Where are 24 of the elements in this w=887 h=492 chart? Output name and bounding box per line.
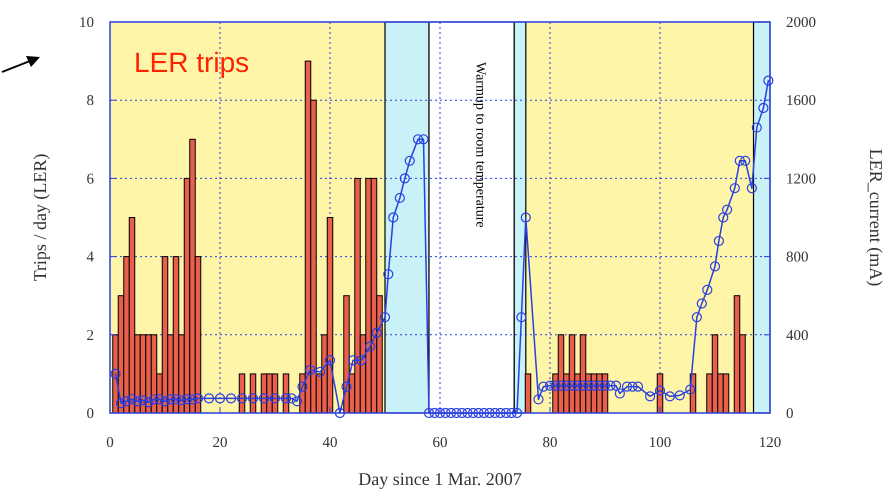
x-tick-label: 40 [322, 435, 338, 451]
x-tick-label: 100 [648, 435, 672, 451]
y-tick-label: 4 [86, 250, 94, 266]
y2-tick-label: 0 [786, 406, 794, 422]
y-tick-label: 6 [86, 171, 94, 188]
y-tick-label: 8 [86, 93, 94, 110]
x-tick-label: 80 [542, 435, 558, 451]
y2-tick-label: 1600 [786, 93, 816, 110]
y2-tick-label: 1200 [786, 171, 816, 188]
x-axis-title: Day since 1 Mar. 2007 [358, 469, 522, 489]
y2-tick-label: 800 [786, 250, 808, 266]
y2-axis-title: LER_current (mA) [866, 148, 886, 286]
band-label: Warmup to room temperature [472, 62, 488, 228]
y-tick-label: 0 [86, 406, 94, 422]
x-tick-label: 20 [212, 435, 228, 451]
y2-tick-label: 400 [786, 328, 808, 344]
y-tick-label: 10 [79, 15, 94, 31]
x-tick-label: 120 [758, 435, 782, 451]
x-tick-label: 60 [432, 435, 448, 451]
text: LER trips [134, 47, 250, 78]
y2-tick-label: 2000 [786, 15, 816, 31]
x-tick-label: 0 [106, 435, 114, 451]
y-tick-label: 2 [86, 328, 94, 344]
y-axis-title: Trips / day (LER) [30, 154, 50, 282]
